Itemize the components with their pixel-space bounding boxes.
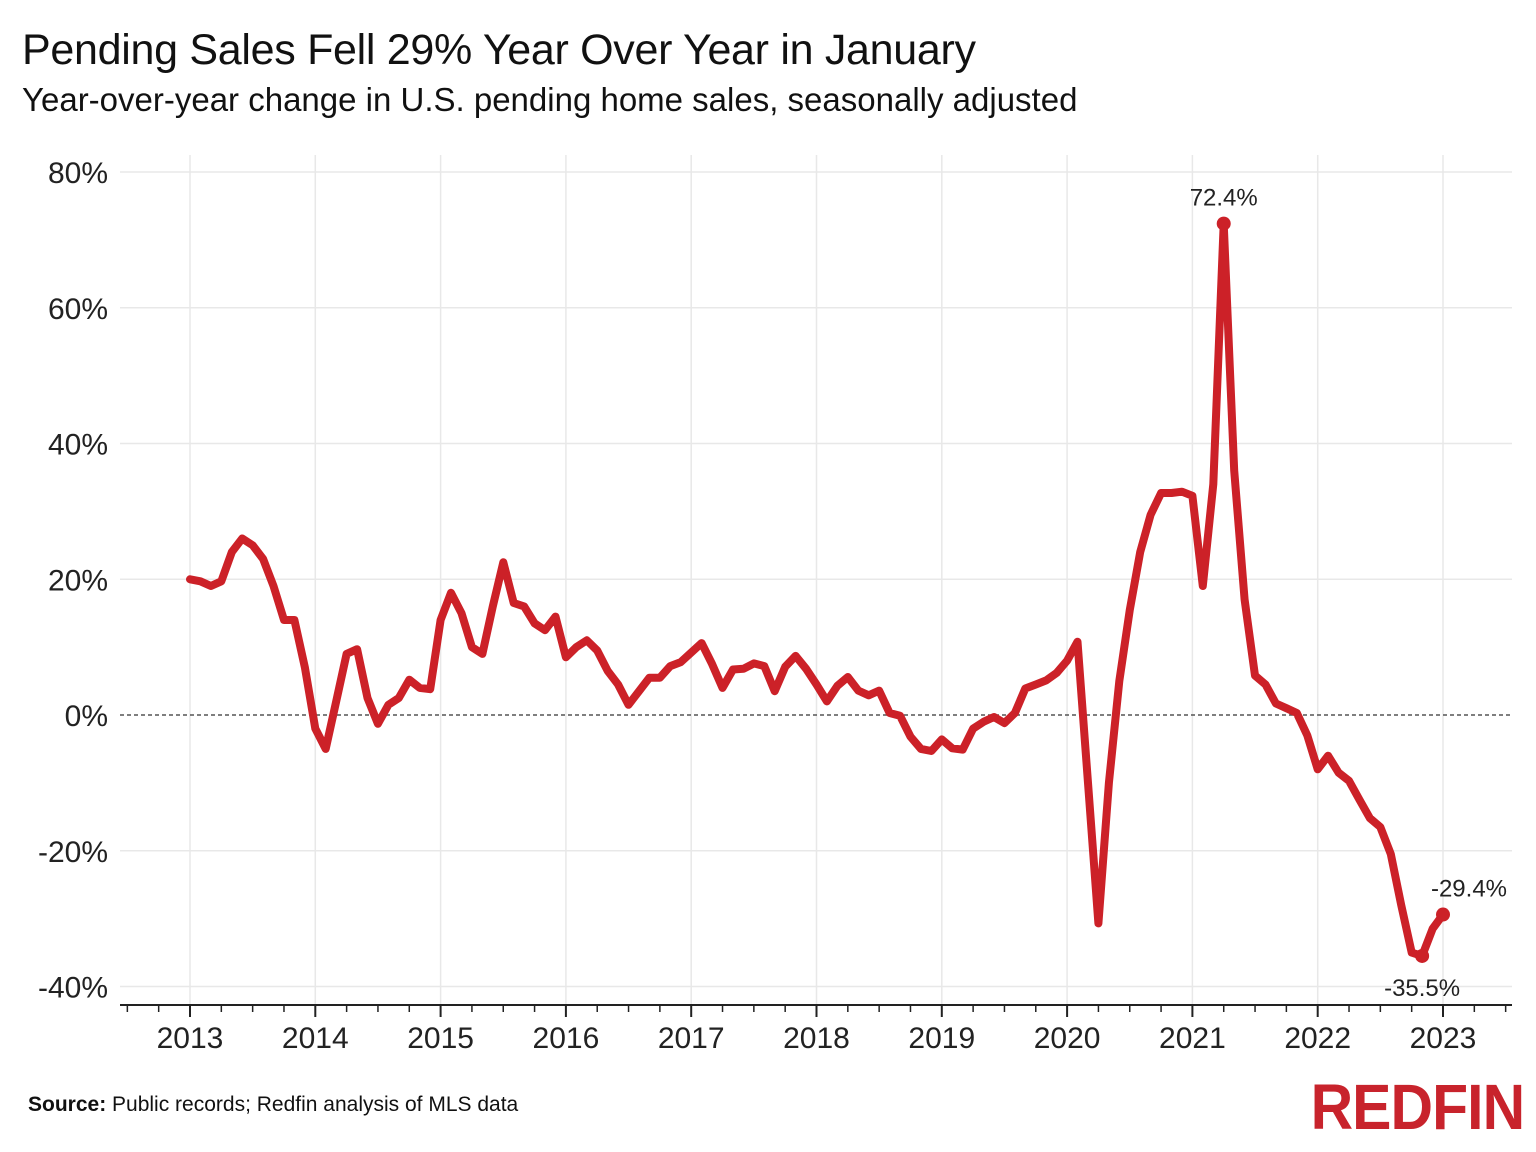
data-label: -29.4% [1431,876,1507,903]
x-tick-label: 2013 [157,1022,224,1055]
y-tick-label: 40% [48,429,108,462]
data-label: -35.5% [1384,975,1460,1002]
redfin-logo: REDFIN [1310,1071,1525,1143]
y-tick-label: 20% [48,564,108,597]
source-text: Public records; Redfin analysis of MLS d… [106,1093,519,1116]
y-tick-label: 60% [48,293,108,326]
x-tick-label: 2017 [658,1022,725,1055]
x-tick-label: 2021 [1159,1022,1226,1055]
annotated-point-marker [1216,216,1231,231]
data-label: 72.4% [1190,185,1258,212]
x-tick-label: 2022 [1284,1022,1351,1055]
x-tick-label: 2019 [908,1022,975,1055]
annotated-point-marker [1415,948,1430,963]
chart-title: Pending Sales Fell 29% Year Over Year in… [22,26,976,74]
x-tick-label: 2018 [783,1022,850,1055]
x-tick-label: 2016 [533,1022,600,1055]
x-tick-label: 2023 [1410,1022,1477,1055]
annotated-point-marker [1436,907,1450,922]
y-tick-label: 0% [65,700,108,733]
x-tick-label: 2014 [282,1022,349,1055]
chart-subtitle: Year-over-year change in U.S. pending ho… [22,81,1078,118]
y-tick-label: -40% [38,972,108,1005]
y-tick-label: 80% [48,157,108,190]
source-label: Source: [28,1093,107,1116]
x-tick-label: 2020 [1034,1022,1101,1055]
x-tick-label: 2015 [407,1022,474,1055]
y-tick-label: -20% [38,836,108,869]
source-note: Source: Public records; Redfin analysis … [28,1093,518,1117]
